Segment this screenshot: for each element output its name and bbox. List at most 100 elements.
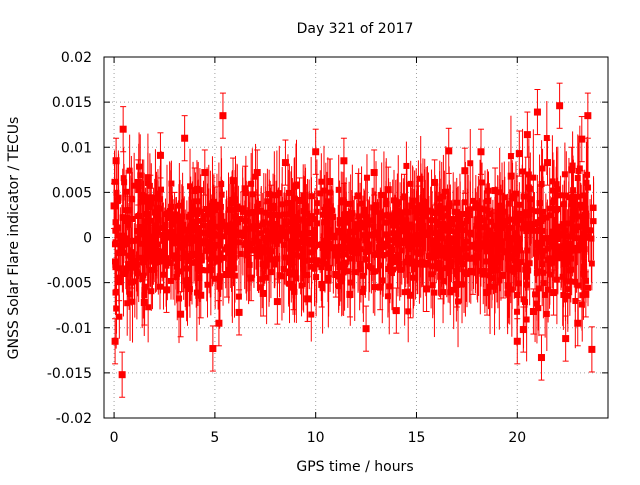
- noise-point: [252, 173, 259, 180]
- noise-point: [393, 234, 400, 241]
- noise-point: [213, 201, 220, 208]
- data-point: [354, 172, 362, 220]
- noise-point: [442, 253, 449, 260]
- point-marker: [533, 108, 541, 116]
- noise-point: [525, 184, 532, 191]
- noise-point: [257, 249, 264, 256]
- noise-point: [382, 219, 389, 226]
- chart-title: Day 321 of 2017: [297, 21, 414, 37]
- noise-point: [229, 271, 236, 278]
- point-marker: [191, 187, 199, 195]
- noise-point: [495, 230, 502, 237]
- noise-point: [363, 174, 370, 181]
- noise-point: [557, 232, 564, 239]
- noise-point: [536, 226, 543, 233]
- noise-point: [543, 310, 550, 317]
- noise-point: [464, 211, 471, 218]
- noise-point: [385, 265, 392, 272]
- noise-point: [492, 222, 499, 229]
- noise-point: [289, 222, 296, 229]
- data-point: [211, 186, 219, 233]
- point-marker: [281, 159, 289, 167]
- noise-point: [532, 291, 539, 298]
- noise-point: [178, 243, 185, 250]
- noise-point: [344, 244, 351, 251]
- noise-point: [442, 188, 449, 195]
- noise-point: [314, 220, 321, 227]
- point-marker: [146, 194, 154, 202]
- data-point: [281, 139, 289, 186]
- noise-point: [389, 246, 396, 253]
- noise-point: [545, 239, 552, 246]
- noise-point: [277, 212, 284, 219]
- noise-point: [209, 202, 216, 209]
- noise-point: [219, 218, 226, 225]
- noise-point: [578, 204, 585, 211]
- noise-point: [308, 249, 315, 256]
- point-marker: [110, 202, 118, 210]
- noise-point: [127, 291, 134, 298]
- noise-point: [113, 288, 120, 295]
- noise-point: [584, 184, 591, 191]
- point-marker: [376, 283, 384, 291]
- noise-point: [260, 219, 267, 226]
- noise-point: [549, 187, 556, 194]
- noise-point: [400, 240, 407, 247]
- noise-point: [227, 245, 234, 252]
- data-point: [201, 149, 209, 196]
- data-point: [253, 149, 261, 196]
- noise-point: [148, 200, 155, 207]
- noise-point: [267, 211, 274, 218]
- data-point: [171, 191, 179, 238]
- data-point: [515, 130, 523, 177]
- point-marker: [296, 196, 304, 204]
- noise-point: [411, 233, 418, 240]
- noise-point: [496, 277, 503, 284]
- noise-point: [564, 286, 571, 293]
- noise-point: [245, 258, 252, 265]
- data-point: [140, 279, 148, 326]
- noise-point: [255, 200, 262, 207]
- noise-point: [291, 251, 298, 258]
- noise-point: [233, 221, 240, 228]
- noise-point: [190, 223, 197, 230]
- data-point: [134, 159, 142, 206]
- noise-point: [471, 241, 478, 248]
- noise-point: [394, 241, 401, 248]
- noise-point: [300, 266, 307, 273]
- data-point: [376, 264, 384, 311]
- noise-cloud: [111, 101, 597, 362]
- noise-point: [257, 284, 264, 291]
- noise-point: [217, 235, 224, 242]
- noise-point: [493, 241, 500, 248]
- noise-point: [242, 190, 249, 197]
- noise-point: [565, 194, 572, 201]
- noise-point: [284, 200, 291, 207]
- noise-point: [576, 242, 583, 249]
- point-marker: [115, 274, 123, 282]
- noise-point: [474, 254, 481, 261]
- noise-point: [446, 250, 453, 257]
- noise-point: [269, 248, 276, 255]
- point-marker: [515, 150, 523, 158]
- noise-point: [427, 225, 434, 232]
- noise-point: [453, 199, 460, 206]
- noise-point: [403, 162, 410, 169]
- noise-point: [136, 163, 143, 170]
- point-marker: [431, 178, 439, 186]
- noise-point: [527, 196, 534, 203]
- point-marker: [578, 135, 586, 143]
- noise-point: [494, 216, 501, 223]
- noise-point: [501, 194, 508, 201]
- x-tick-label: 0: [110, 430, 119, 446]
- point-marker: [588, 345, 596, 353]
- data-point: [111, 318, 119, 365]
- noise-point: [286, 270, 293, 277]
- noise-point: [534, 208, 541, 215]
- noise-point: [137, 172, 144, 179]
- x-tick-label: 15: [408, 430, 426, 446]
- noise-point: [554, 229, 561, 236]
- data-point: [491, 167, 499, 214]
- noise-point: [505, 200, 512, 207]
- noise-point: [580, 270, 587, 277]
